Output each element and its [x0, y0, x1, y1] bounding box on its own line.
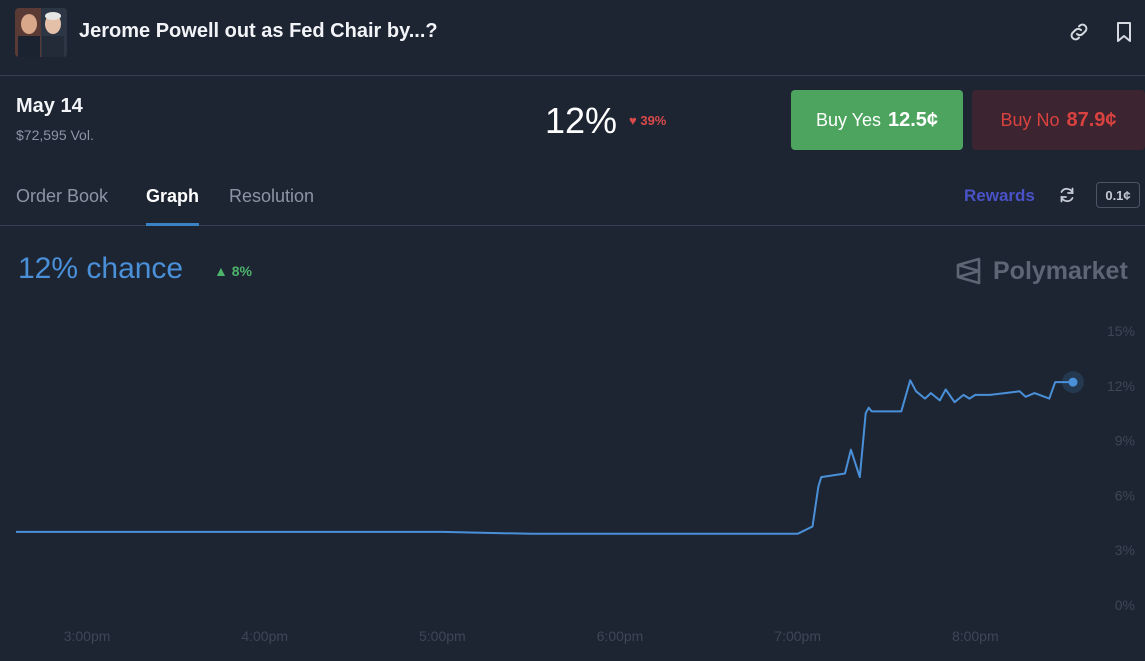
y-tick-label: 0% [1115, 597, 1135, 613]
current-value-point [1069, 378, 1078, 387]
buy-yes-button[interactable]: Buy Yes 12.5¢ [791, 90, 963, 150]
y-axis-ticks: 15% 12% 9% 6% 3% 0% [1107, 323, 1135, 613]
chance-change-value: 8% [232, 263, 252, 279]
x-tick-label: 7:00pm [774, 628, 821, 644]
buy-no-price: 87.9¢ [1066, 109, 1116, 132]
polymarket-logo-icon [955, 256, 983, 286]
x-axis-ticks: 3:00pm 4:00pm 5:00pm 6:00pm 7:00pm 8:00pm [64, 628, 999, 644]
probability-change: ♥ 39% [629, 113, 666, 128]
tab-bar: Order Book Graph Resolution Rewards 0.1¢ [0, 166, 1145, 226]
active-tab-indicator [146, 223, 199, 226]
x-tick-label: 5:00pm [419, 628, 466, 644]
y-tick-label: 12% [1107, 378, 1135, 394]
buy-no-label: Buy No [1000, 110, 1059, 131]
market-title: Jerome Powell out as Fed Chair by...? [79, 20, 438, 43]
tab-order-book[interactable]: Order Book [16, 186, 108, 207]
buy-yes-price: 12.5¢ [888, 109, 938, 132]
probability-change-value: 39% [640, 113, 666, 128]
market-date: May 14 [16, 95, 83, 118]
spread-selector[interactable]: 0.1¢ [1096, 182, 1140, 208]
heart-down-icon: ♥ [629, 113, 637, 128]
bookmark-icon[interactable] [1112, 20, 1136, 44]
y-tick-label: 3% [1115, 542, 1135, 558]
rewards-link[interactable]: Rewards [964, 186, 1035, 206]
probability-chart[interactable]: 15% 12% 9% 6% 3% 0% 3:00pm 4:00pm 5:00pm 6:00pm 7… [0, 300, 1145, 661]
market-thumbnail[interactable] [15, 8, 67, 57]
buy-yes-label: Buy Yes [816, 110, 881, 131]
x-tick-label: 8:00pm [952, 628, 999, 644]
x-tick-label: 3:00pm [64, 628, 111, 644]
market-summary: May 14 $72,595 Vol. 12% ♥ 39% Buy Yes 12… [0, 76, 1145, 166]
y-tick-label: 9% [1115, 433, 1135, 449]
tab-graph[interactable]: Graph [146, 186, 199, 207]
link-icon[interactable] [1067, 20, 1091, 44]
brand-name: Polymarket [993, 257, 1128, 286]
buy-no-button[interactable]: Buy No 87.9¢ [972, 90, 1145, 150]
refresh-icon[interactable] [1057, 185, 1077, 205]
market-probability: 12% [545, 100, 617, 142]
market-header: Jerome Powell out as Fed Chair by...? [0, 0, 1145, 76]
market-volume: $72,595 Vol. [16, 127, 94, 143]
y-tick-label: 15% [1107, 323, 1135, 339]
polymarket-logo: Polymarket [955, 255, 1128, 287]
triangle-up-icon: ▲ [214, 263, 228, 279]
x-tick-label: 4:00pm [241, 628, 288, 644]
chance-change: ▲ 8% [214, 263, 252, 279]
y-tick-label: 6% [1115, 487, 1135, 503]
tab-resolution[interactable]: Resolution [229, 186, 314, 207]
x-tick-label: 6:00pm [597, 628, 644, 644]
series-line [16, 380, 1073, 534]
chance-label: 12% chance [18, 252, 183, 286]
